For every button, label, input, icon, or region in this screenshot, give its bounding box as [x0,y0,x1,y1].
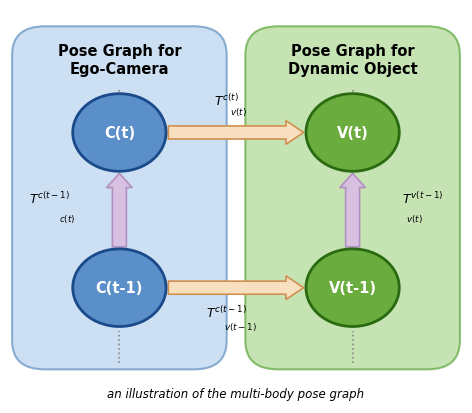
Text: $T^{v(t-1)}$: $T^{v(t-1)}$ [402,190,443,206]
FancyArrow shape [169,121,303,145]
Ellipse shape [306,249,399,327]
Ellipse shape [73,95,166,172]
Ellipse shape [73,249,166,327]
Text: C(t): C(t) [104,126,135,141]
FancyBboxPatch shape [245,27,460,370]
Text: $T^{c(t-1)}$: $T^{c(t-1)}$ [29,190,70,206]
Text: Pose Graph for
Ego-Camera: Pose Graph for Ego-Camera [58,43,181,77]
Text: $_{v(t)}$: $_{v(t)}$ [406,212,423,225]
FancyArrow shape [107,174,132,247]
Text: $T^{c(t-1)}$: $T^{c(t-1)}$ [206,304,247,320]
Text: $_{v(t)}$: $_{v(t)}$ [230,106,247,119]
Text: $_{v(t-1)}$: $_{v(t-1)}$ [224,320,257,334]
Text: V(t-1): V(t-1) [329,280,377,295]
FancyArrow shape [340,174,365,247]
FancyArrow shape [169,276,303,300]
Text: C(t-1): C(t-1) [96,280,143,295]
Ellipse shape [306,95,399,172]
Text: Pose Graph for
Dynamic Object: Pose Graph for Dynamic Object [288,43,418,77]
Text: V(t): V(t) [337,126,369,141]
Text: $_{c(t)}$: $_{c(t)}$ [59,212,75,225]
Text: an illustration of the multi-body pose graph: an illustration of the multi-body pose g… [108,387,364,401]
Text: $T^{c(t)}$: $T^{c(t)}$ [214,93,239,109]
FancyBboxPatch shape [12,27,227,370]
